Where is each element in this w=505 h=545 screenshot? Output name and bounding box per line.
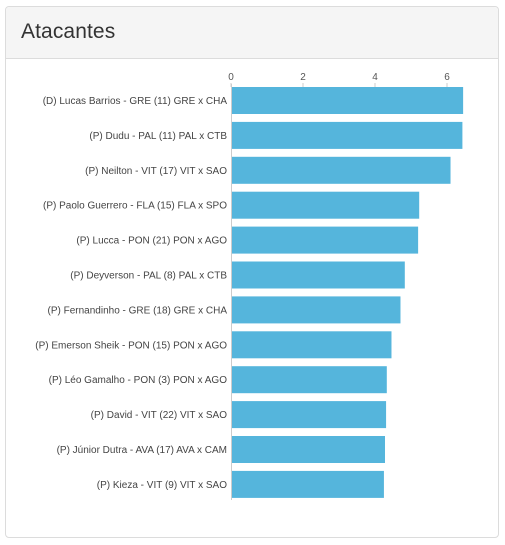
x-tick-label: 2 <box>300 72 306 83</box>
category-label: (P) David - VIT (22) VIT x SAO <box>91 410 228 421</box>
panel-title: Atacantes <box>21 20 116 43</box>
bar <box>232 261 405 289</box>
category-label: (P) Deyverson - PAL (8) PAL x CTB <box>70 271 227 282</box>
bar <box>232 366 387 394</box>
category-label: (P) Kieza - VIT (9) VIT x SAO <box>97 480 227 491</box>
category-label: (P) Neilton - VIT (17) VIT x SAO <box>85 166 227 177</box>
x-tick-label: 0 <box>228 72 234 83</box>
bar <box>232 331 392 359</box>
bar <box>232 121 463 149</box>
category-label: (P) Júnior Dutra - AVA (17) AVA x CAM <box>57 445 227 456</box>
bar <box>232 401 387 429</box>
category-label: (P) Fernandinho - GRE (18) GRE x CHA <box>48 305 228 316</box>
category-label: (P) Léo Gamalho - PON (3) PON x AGO <box>49 375 228 386</box>
category-label: (P) Lucca - PON (21) PON x AGO <box>76 236 227 247</box>
category-label: (D) Lucas Barrios - GRE (11) GRE x CHA <box>43 96 228 107</box>
category-label: (P) Paolo Guerrero - FLA (15) FLA x SPO <box>43 201 227 212</box>
bar <box>232 226 419 254</box>
bar <box>232 296 401 324</box>
bar <box>232 87 464 114</box>
category-label: (P) Dudu - PAL (11) PAL x CTB <box>89 131 227 142</box>
bar <box>232 470 384 498</box>
panel-header: Atacantes <box>6 7 498 59</box>
bar <box>232 436 385 463</box>
x-tick-label: 4 <box>372 72 378 83</box>
bar <box>232 191 420 219</box>
x-tick-label: 6 <box>444 72 450 83</box>
category-label: (P) Emerson Sheik - PON (15) PON x AGO <box>35 340 227 351</box>
bar <box>232 156 451 184</box>
